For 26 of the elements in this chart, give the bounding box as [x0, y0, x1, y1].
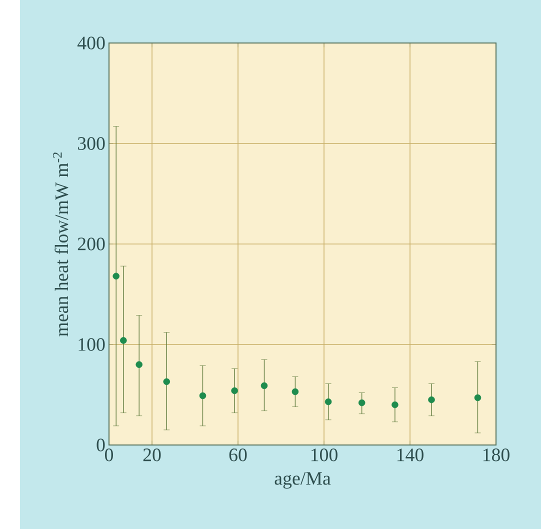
- y-axis-title: mean heat flow/mW m$^{-2}$: [52, 152, 68, 336]
- y-tick-label: 100: [78, 338, 105, 351]
- point: [392, 401, 398, 408]
- x-tick-label: 60: [229, 448, 247, 462]
- x-axis-title: age/Ma: [274, 472, 331, 489]
- point: [120, 337, 127, 344]
- x-tick-label: 140: [397, 448, 424, 462]
- point: [324, 398, 332, 406]
- point: [474, 394, 482, 402]
- y-tick-label: 400: [77, 36, 105, 50]
- point: [260, 382, 268, 390]
- point: [199, 392, 206, 400]
- y-tick-label: 300: [78, 137, 105, 150]
- point: [136, 361, 142, 368]
- point: [231, 387, 238, 394]
- x-tick-label: 20: [143, 448, 161, 462]
- y-tick-label: 200: [78, 238, 105, 250]
- point: [163, 378, 170, 386]
- x-tick-label: 180: [483, 448, 510, 462]
- x-tick-label: 100: [311, 448, 338, 462]
- point: [358, 399, 366, 406]
- y-tick-label: 0: [96, 438, 105, 452]
- point: [292, 388, 299, 396]
- point: [112, 272, 120, 280]
- point: [428, 396, 435, 404]
- x-tick-label: 0: [104, 448, 114, 462]
